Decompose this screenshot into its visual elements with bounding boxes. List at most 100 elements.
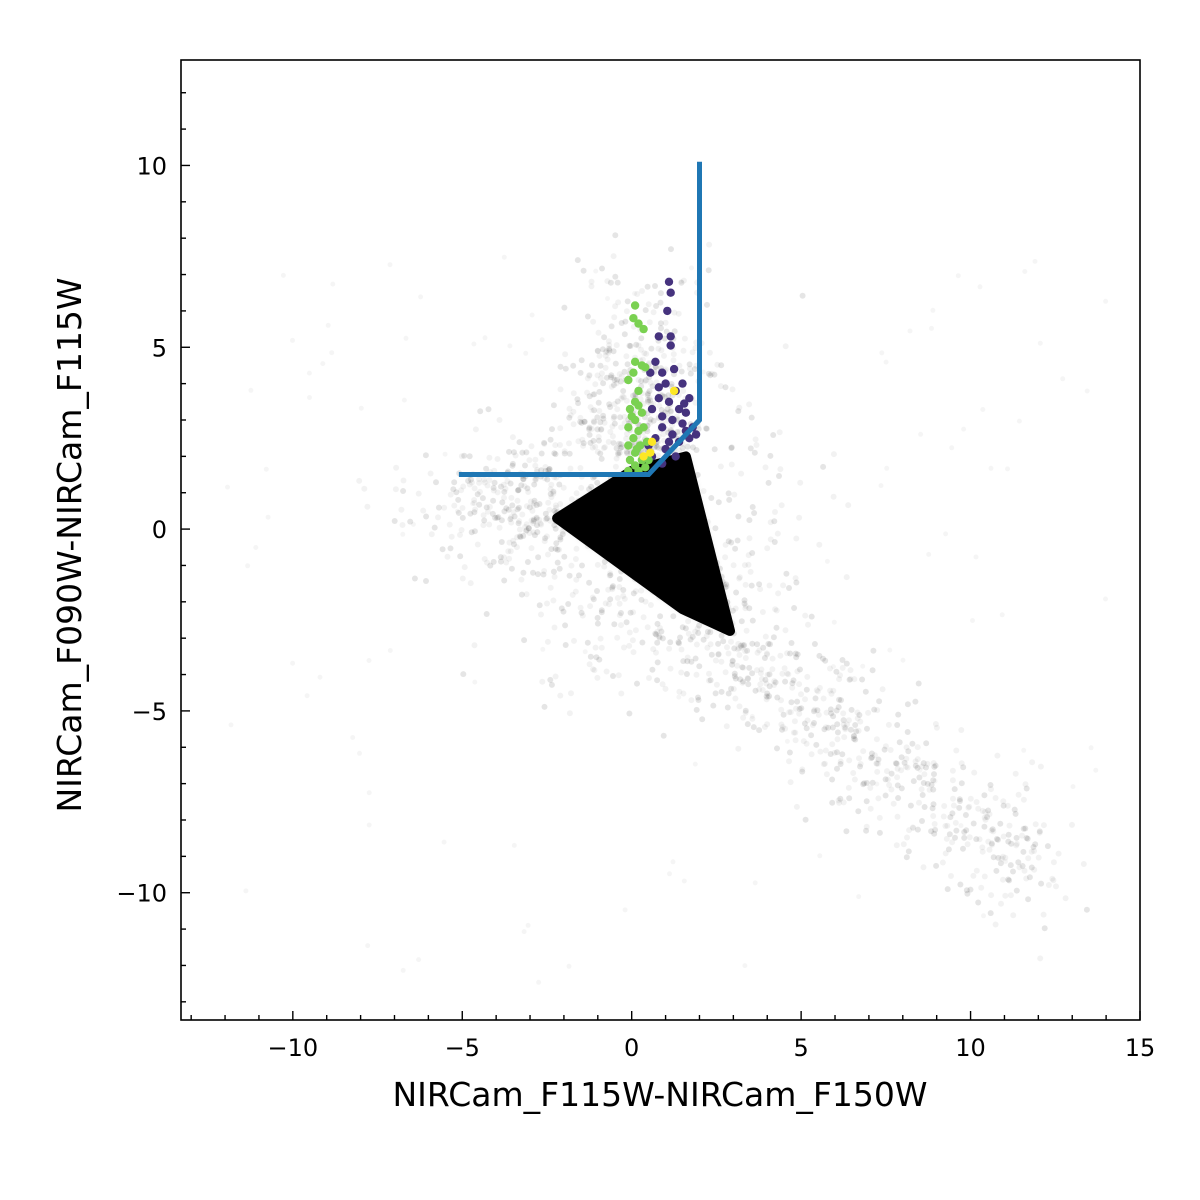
background-point bbox=[707, 677, 714, 684]
background-point bbox=[662, 685, 669, 692]
background-point bbox=[874, 707, 881, 714]
background-point bbox=[648, 345, 655, 352]
background-point bbox=[562, 622, 569, 629]
background-point bbox=[771, 518, 778, 525]
background-point bbox=[423, 578, 429, 584]
background-point bbox=[594, 561, 601, 568]
background-point bbox=[863, 798, 870, 805]
background-point bbox=[771, 682, 778, 688]
background-point bbox=[700, 488, 707, 494]
background-point bbox=[976, 836, 983, 843]
background-point bbox=[994, 752, 1001, 759]
background-outlier-point bbox=[1060, 376, 1066, 382]
background-point bbox=[797, 479, 804, 486]
background-point bbox=[423, 513, 430, 520]
background-outlier-point bbox=[410, 521, 416, 527]
background-point bbox=[656, 402, 663, 409]
background-point bbox=[833, 707, 840, 714]
background-point bbox=[774, 745, 780, 752]
background-point bbox=[581, 418, 588, 425]
background-point bbox=[618, 424, 625, 431]
background-outlier-point bbox=[358, 405, 364, 411]
background-point bbox=[515, 520, 522, 527]
background-point bbox=[687, 636, 694, 643]
background-point bbox=[530, 569, 536, 576]
background-point bbox=[501, 508, 508, 515]
background-point bbox=[594, 348, 601, 354]
background-point bbox=[796, 681, 803, 688]
background-point bbox=[598, 609, 605, 616]
background-point bbox=[784, 650, 791, 657]
background-point bbox=[700, 636, 707, 643]
background-point bbox=[738, 618, 745, 625]
background-point bbox=[586, 661, 593, 668]
background-point bbox=[560, 484, 567, 491]
background-point bbox=[649, 383, 656, 390]
background-point bbox=[680, 347, 687, 354]
y-tick-label: 10 bbox=[136, 152, 167, 180]
background-point bbox=[847, 726, 854, 733]
background-point bbox=[761, 655, 768, 661]
background-point bbox=[741, 597, 748, 604]
background-point bbox=[657, 290, 664, 297]
background-point bbox=[735, 640, 742, 647]
background-point bbox=[474, 541, 481, 548]
background-point bbox=[597, 362, 604, 369]
background-point bbox=[711, 446, 718, 453]
background-point bbox=[503, 505, 510, 512]
background-outlier-point bbox=[593, 268, 599, 274]
background-point bbox=[578, 357, 585, 364]
background-point bbox=[793, 705, 799, 712]
background-point bbox=[576, 572, 582, 579]
background-point bbox=[492, 514, 499, 521]
y-tick-label: 0 bbox=[152, 516, 167, 544]
background-point bbox=[843, 574, 850, 581]
background-outlier-point bbox=[366, 790, 372, 796]
background-point bbox=[607, 404, 614, 410]
background-point bbox=[658, 628, 665, 635]
background-point bbox=[782, 678, 789, 685]
background-point bbox=[526, 530, 533, 536]
background-point bbox=[792, 650, 799, 657]
background-point bbox=[476, 476, 483, 483]
background-point bbox=[793, 535, 800, 542]
background-point bbox=[521, 637, 528, 644]
background-point bbox=[811, 641, 818, 647]
background-point bbox=[821, 726, 828, 733]
background-point bbox=[556, 481, 563, 488]
background-point bbox=[592, 443, 599, 450]
background-point bbox=[508, 514, 515, 521]
background-point bbox=[742, 581, 749, 588]
background-point bbox=[614, 398, 621, 405]
background-point bbox=[541, 703, 548, 710]
background-point bbox=[746, 517, 753, 524]
background-point bbox=[490, 497, 497, 504]
background-point bbox=[590, 596, 597, 603]
background-point bbox=[679, 445, 686, 451]
background-point bbox=[1015, 859, 1022, 866]
background-point bbox=[594, 426, 601, 433]
background-point bbox=[511, 513, 518, 520]
background-point bbox=[654, 639, 661, 646]
background-point bbox=[570, 362, 577, 369]
background-point bbox=[957, 881, 964, 888]
background-point bbox=[829, 776, 836, 783]
background-point bbox=[604, 278, 611, 285]
background-point bbox=[514, 487, 521, 494]
background-point bbox=[987, 910, 994, 917]
background-point bbox=[624, 450, 631, 457]
background-point bbox=[613, 445, 620, 452]
background-point bbox=[525, 525, 532, 531]
background-point bbox=[481, 556, 488, 562]
background-point bbox=[591, 407, 598, 414]
background-point bbox=[688, 697, 695, 704]
background-outlier-point bbox=[874, 781, 880, 787]
background-point bbox=[501, 577, 508, 584]
background-point bbox=[1041, 925, 1048, 932]
background-point bbox=[1005, 831, 1012, 838]
background-point bbox=[591, 419, 597, 426]
background-point bbox=[668, 246, 674, 253]
highlighted-points bbox=[624, 277, 701, 476]
background-point bbox=[741, 600, 748, 607]
background-point bbox=[855, 808, 862, 815]
